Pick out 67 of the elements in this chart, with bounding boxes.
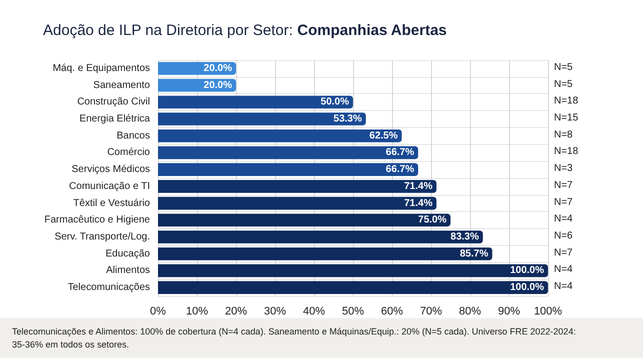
text: Telecomunicações e Alimentos: 100% de cobertura (N=4 cada). Saneamento e Máquinas/Equip.: 20% (N=5 cada). Universo FRE 2022-2024: 35-36% em todos os setores. [12,326,578,350]
y-tick-label: Telecomunicações [68,282,150,294]
y-tick-label: Bancos [116,130,150,142]
x-tick-label: 80% [458,306,482,318]
bar [158,146,418,160]
bar [158,96,353,109]
bar [158,214,450,227]
y-tick-label: Farmacêutico e Higiene [44,214,150,226]
y-tick-label: Comércio [107,147,150,158]
y-tick-label: Máq. e Equipamentos [52,62,150,74]
text: N=4 [554,281,574,292]
data-label: 20.0% [204,80,232,91]
data-label: 20.0% [204,62,232,74]
data-label: 100.0% [510,282,544,294]
bar [158,129,402,142]
text: N=8 [554,129,574,140]
bar [158,163,418,176]
y-tick-label: Saneamento [93,80,150,91]
data-label: 66.7% [386,147,414,158]
y-tick-label: Comunicação e TI [69,180,150,192]
y-tick-label: Serviços Médicos [72,164,150,176]
text: N=18 [554,96,579,107]
data-label: 66.7% [386,164,414,176]
data-label: 50.0% [320,96,350,108]
data-label: 75.0% [418,214,447,226]
text: N=7 [554,196,574,208]
y-tick-label: Serv. Transporte/Log. [54,232,150,242]
y-tick-label: Educação [106,248,150,260]
text: N=4 [554,214,574,225]
bar [158,230,483,244]
y-tick-label: Têxtil e Vestuário [73,198,150,209]
data-label: 83.3% [450,232,479,242]
x-tick-label: 100% [534,306,562,318]
bar [158,180,436,193]
bar [158,247,492,260]
y-tick-label: Energia Elétrica [79,114,150,124]
text: N=15 [554,112,579,124]
x-tick-label: 30% [264,306,286,318]
x-tick-label: 20% [224,306,248,318]
y-tick-label: Construção Civil [77,96,150,108]
data-label: 100.0% [510,265,544,276]
data-label: 71.4% [404,180,433,192]
bar [158,264,548,278]
x-tick-label: 90% [498,306,520,318]
text: N=18 [554,146,579,158]
text: N=3 [554,163,574,174]
x-tick-label: 10% [186,306,208,318]
x-tick-label: 50% [342,306,364,318]
text: N=4 [554,264,574,276]
text: N=6 [554,230,574,242]
y-tick-label: Alimentos [106,265,150,276]
text: N=7 [554,247,574,258]
data-label: 53.3% [334,114,362,124]
text: N=5 [554,62,574,73]
x-tick-label: 60% [380,306,404,318]
x-tick-label: 40% [302,306,326,318]
x-tick-label: 70% [420,306,442,318]
data-label: 85.7% [460,248,488,260]
text: N=5 [554,78,574,90]
bar [158,112,366,126]
text: N=7 [554,180,574,191]
bar [158,281,548,294]
data-label: 71.4% [404,198,433,209]
data-label: 62.5% [369,130,398,142]
chart-title: Adoção de ILP na Diretoria por Setor: Companhias Abertas [43,22,447,39]
bar [158,196,436,210]
x-tick-label: 0% [150,306,166,318]
